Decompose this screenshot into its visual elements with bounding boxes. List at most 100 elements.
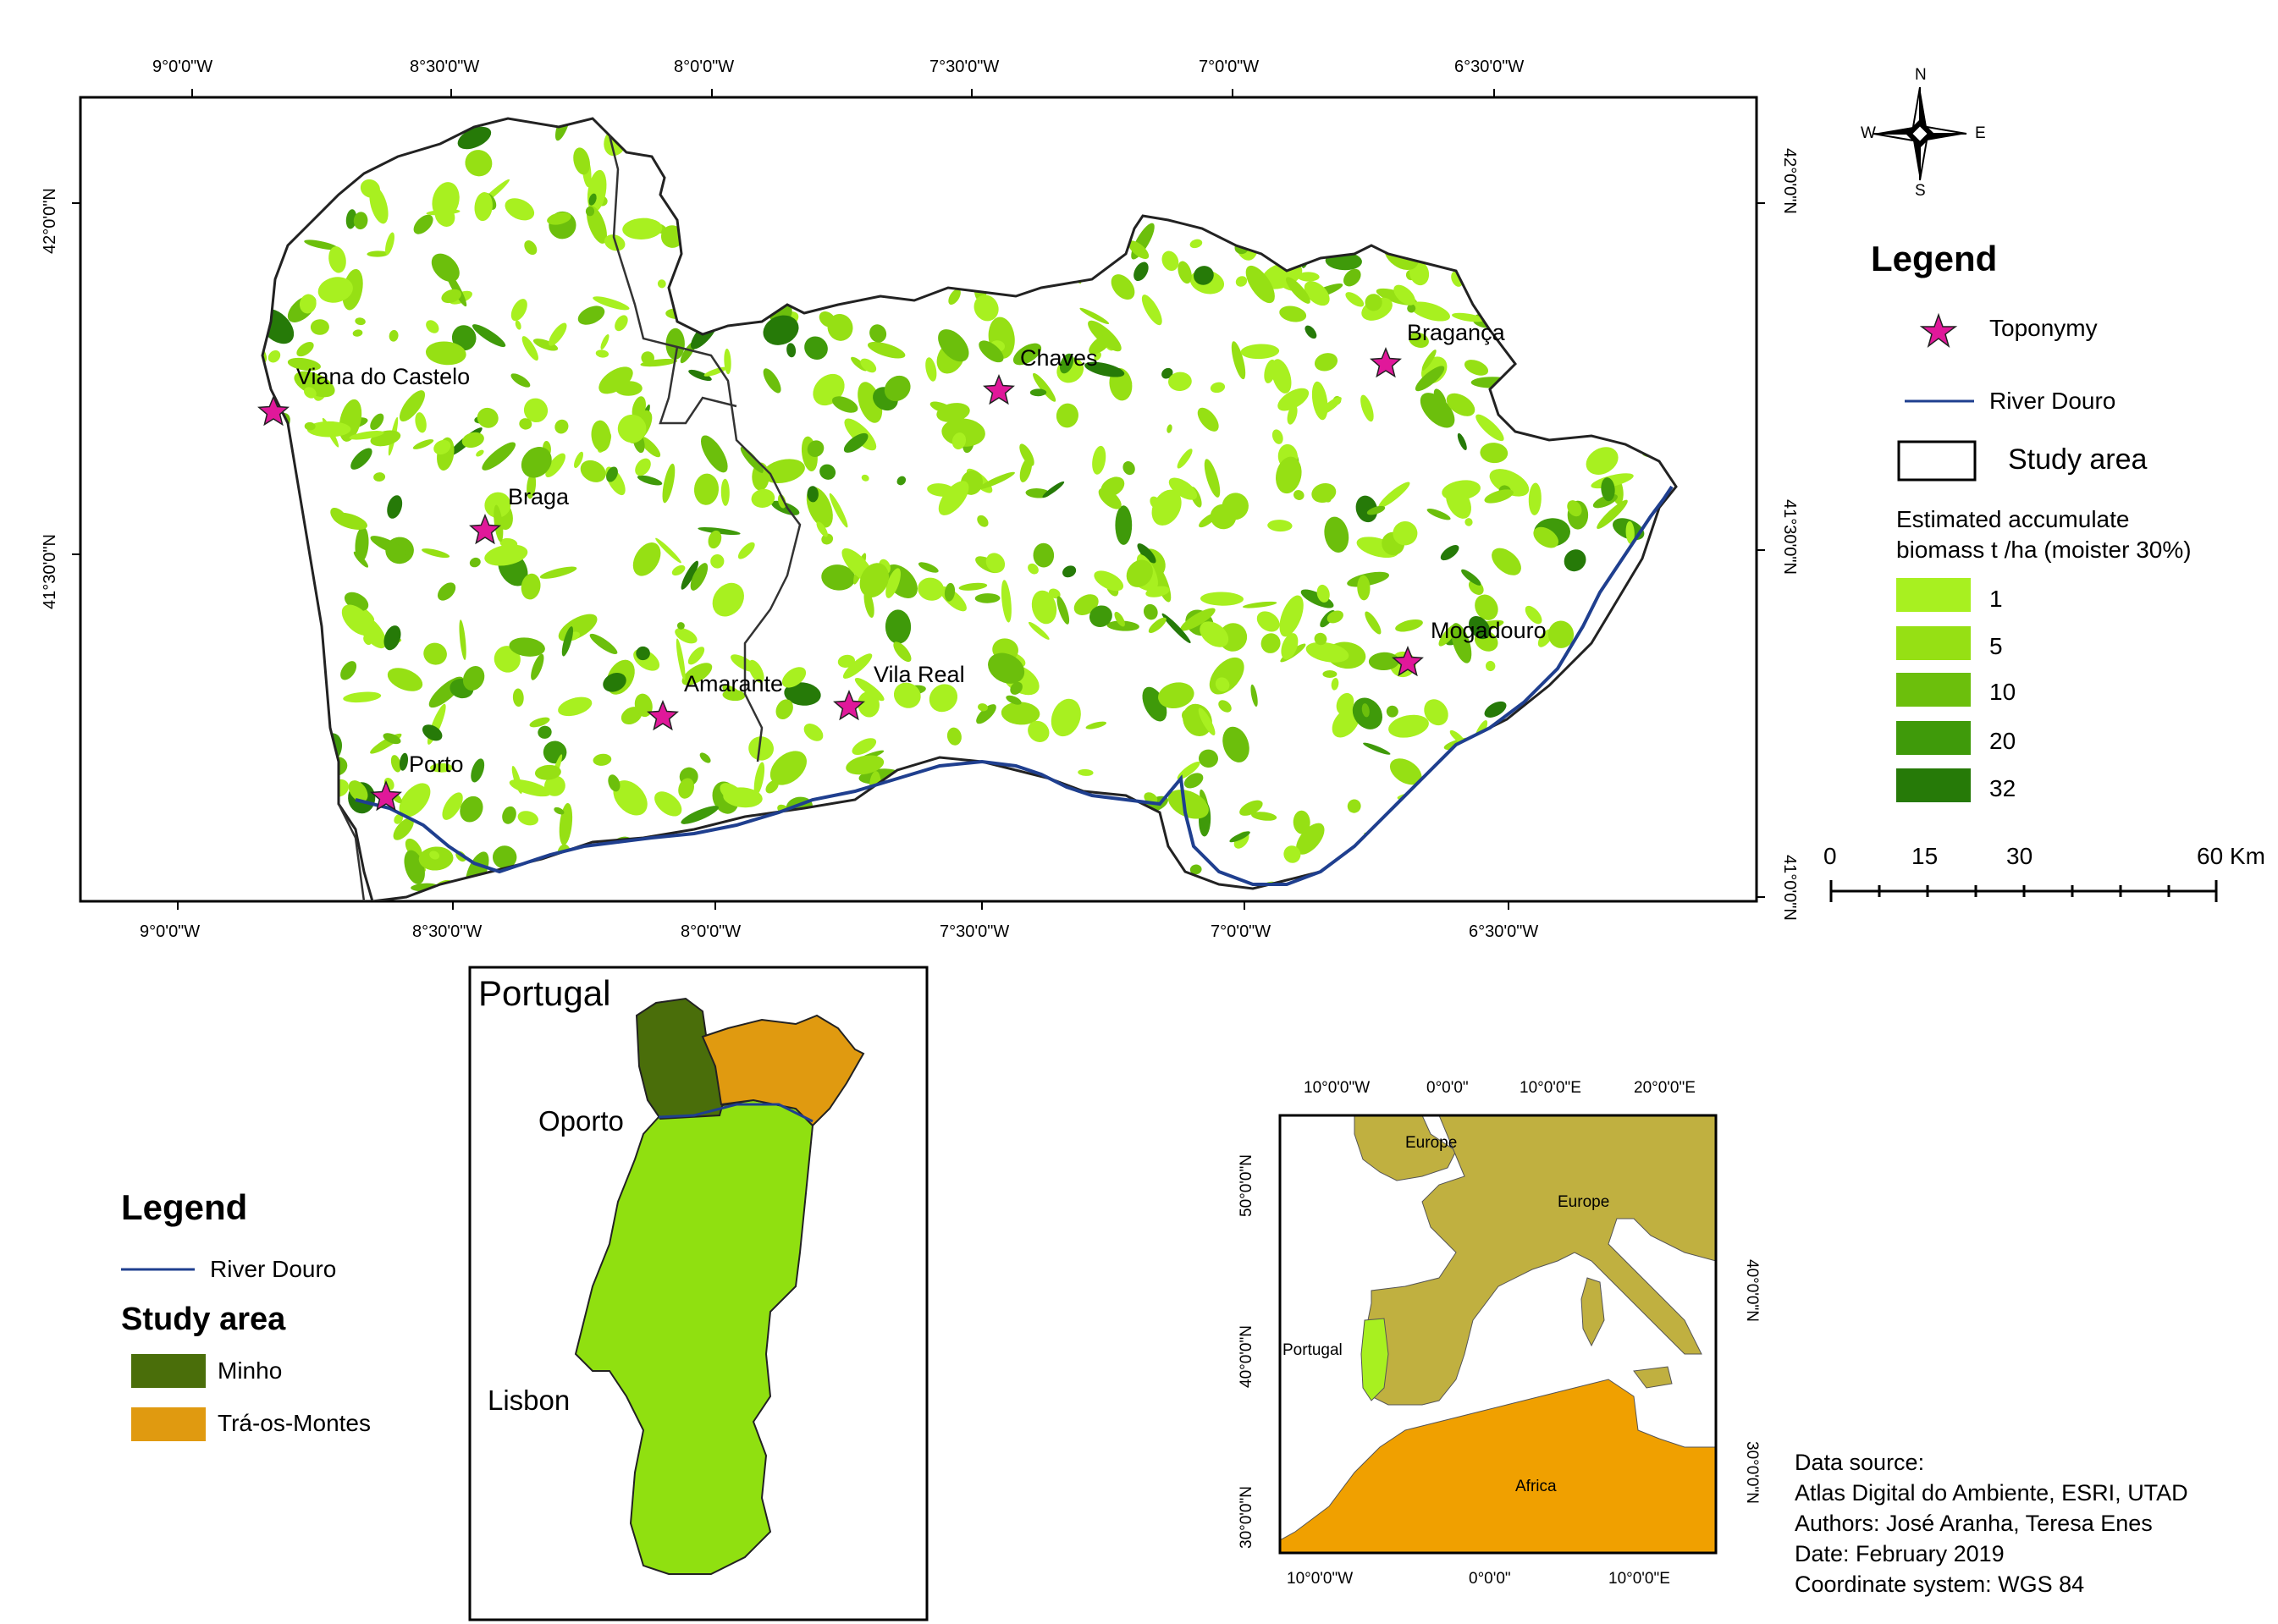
biomass-patch <box>1010 681 1023 695</box>
town-star-icon-3 <box>1370 347 1402 378</box>
biomass-patch <box>698 527 741 535</box>
info-line-2: Atlas Digital do Ambiente, ESRI, UTAD <box>1795 1480 2188 1506</box>
biomass-patch <box>534 764 561 780</box>
biomass-patch <box>1316 584 1330 603</box>
biomass-patch <box>681 663 713 685</box>
biomass-patch <box>1440 545 1459 561</box>
biomass-patch <box>1059 353 1074 374</box>
biomass-patch <box>1327 610 1343 624</box>
biomass-patch <box>608 774 621 792</box>
biomass-patch <box>1056 596 1070 625</box>
biomass-patch <box>545 453 565 477</box>
town-label-amarante: Amarante <box>684 671 784 696</box>
bottom-label-0: 9°0'0"W <box>140 922 201 941</box>
biomass-patch <box>1484 489 1514 504</box>
top-label-1: 8°30'0"W <box>410 58 480 76</box>
biomass-patch <box>268 350 281 363</box>
biomass-patch <box>532 339 559 351</box>
biomass-patch <box>415 412 427 433</box>
biomass-patch <box>1442 480 1481 501</box>
biomass-patch <box>383 625 401 651</box>
biomass-patch <box>784 682 821 706</box>
biomass-patch <box>1355 495 1378 523</box>
biomass-patch <box>549 322 567 346</box>
biomass-patch <box>1360 394 1374 422</box>
biomass-patch <box>1215 677 1230 692</box>
biomass-patch <box>751 488 775 508</box>
biomass-patch <box>737 542 755 559</box>
biomass-patch <box>893 682 921 708</box>
biomass-patch <box>531 653 544 680</box>
legend-study-area-label: Study area <box>2008 443 2148 476</box>
biomass-patch <box>854 677 885 702</box>
biomass-patch <box>861 474 869 482</box>
biomass-patch <box>775 699 793 720</box>
biomass-patch <box>1183 773 1204 789</box>
biomass-patch <box>484 492 511 518</box>
info-line-5: Coordinate system: WGS 84 <box>1795 1572 2085 1597</box>
biomass-patch <box>1564 549 1586 572</box>
biomass-patch <box>863 589 874 618</box>
biomass-patch <box>441 289 461 304</box>
scale-label-15: 15 <box>1911 843 1939 869</box>
biomass-patch <box>502 806 516 824</box>
biomass-patch <box>355 526 369 563</box>
biomass-patch <box>1231 341 1246 380</box>
biomass-patch <box>1415 366 1445 392</box>
biomass-patch <box>977 515 989 527</box>
biomass-patch <box>1492 548 1521 575</box>
biomass-class-label-0: 1 <box>1989 586 2003 612</box>
biomass-patch <box>593 296 630 311</box>
biomass-patch <box>1168 477 1198 500</box>
biomass-patch <box>1331 677 1339 691</box>
corsica-sardinia-shape <box>1580 1277 1605 1347</box>
eu-right-label-0: 40°0'0"N <box>1743 1259 1761 1322</box>
biomass-patch <box>1031 590 1057 625</box>
biomass-patch <box>484 544 528 566</box>
biomass-patch <box>1200 592 1244 606</box>
biomass-patch <box>543 775 565 796</box>
biomass-patch <box>1111 274 1135 300</box>
legend-river-label: River Douro <box>1989 388 2116 414</box>
biomass-patch <box>1361 703 1370 718</box>
biomass-patch <box>442 792 463 820</box>
biomass-patch <box>577 306 605 325</box>
biomass-patch <box>1322 670 1338 678</box>
biomass-patch <box>434 204 455 227</box>
biomass-patch <box>671 564 686 576</box>
biomass-patch <box>1314 632 1327 646</box>
biomass-patch <box>1485 660 1496 672</box>
biomass-patch <box>1239 800 1263 816</box>
biomass-patch <box>1304 325 1317 339</box>
left-label-0: 42°0'0"N <box>41 188 59 254</box>
biomass-patch <box>426 320 439 333</box>
biomass-patch <box>1079 307 1110 325</box>
biomass-patch <box>1056 403 1078 428</box>
toponymy-star-icon <box>1919 312 1958 348</box>
biomass-patch <box>1601 477 1615 502</box>
biomass-patch <box>777 494 786 509</box>
biomass-patch <box>1094 570 1124 592</box>
biomass-patch <box>829 493 848 528</box>
biomass-patch <box>521 336 538 361</box>
biomass-patch <box>1324 516 1349 553</box>
biomass-patch <box>640 359 678 367</box>
biomass-patch <box>665 328 685 360</box>
biomass-patch <box>1019 443 1034 466</box>
biomass-patch <box>1365 294 1382 311</box>
biomass-patch <box>893 641 912 663</box>
biomass-patch <box>1229 831 1250 843</box>
biomass-patch <box>367 250 389 257</box>
town-star-icon-2 <box>983 374 1015 405</box>
biomass-patch <box>423 642 447 665</box>
biomass-patch <box>462 666 485 691</box>
eu-africa-label: Africa <box>1515 1478 1557 1495</box>
biomass-patch <box>974 593 1001 603</box>
biomass-patch <box>1161 367 1173 379</box>
biomass-patch <box>613 780 648 816</box>
eu-bottom-label-0: 10°0'0"W <box>1287 1570 1354 1588</box>
bottom-label-2: 8°0'0"W <box>681 922 742 941</box>
biomass-patch <box>588 193 597 206</box>
europe-shape <box>1364 1115 1716 1406</box>
